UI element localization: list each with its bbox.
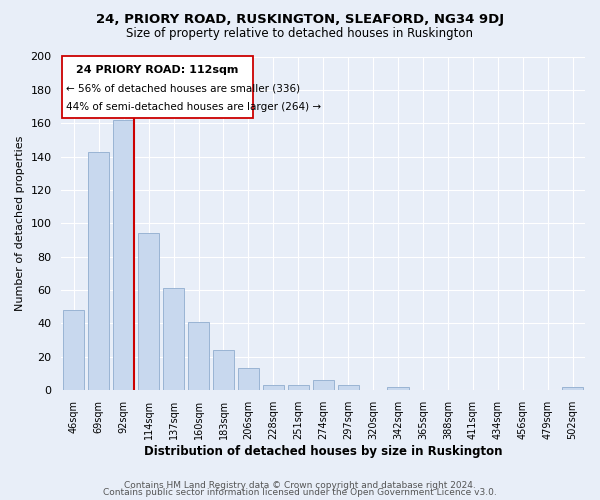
Text: Contains HM Land Registry data © Crown copyright and database right 2024.: Contains HM Land Registry data © Crown c… (124, 480, 476, 490)
Text: 44% of semi-detached houses are larger (264) →: 44% of semi-detached houses are larger (… (65, 102, 321, 112)
Bar (213, 350, 234, 390)
Bar (163, 288, 184, 390)
Text: Contains public sector information licensed under the Open Government Licence v3: Contains public sector information licen… (103, 488, 497, 497)
Bar (388, 386, 409, 390)
Bar (188, 322, 209, 390)
Text: ← 56% of detached houses are smaller (336): ← 56% of detached houses are smaller (33… (65, 83, 300, 93)
Text: 24, PRIORY ROAD, RUSKINGTON, SLEAFORD, NG34 9DJ: 24, PRIORY ROAD, RUSKINGTON, SLEAFORD, N… (96, 12, 504, 26)
Bar (238, 368, 259, 390)
Bar (113, 120, 134, 390)
Bar (313, 380, 334, 390)
Bar (562, 386, 583, 390)
Bar (62, 56, 253, 118)
Bar (138, 233, 159, 390)
Bar (287, 385, 309, 390)
Bar (338, 385, 359, 390)
Bar (263, 385, 284, 390)
Y-axis label: Number of detached properties: Number of detached properties (15, 136, 25, 311)
X-axis label: Distribution of detached houses by size in Ruskington: Distribution of detached houses by size … (144, 444, 502, 458)
Text: 24 PRIORY ROAD: 112sqm: 24 PRIORY ROAD: 112sqm (76, 65, 239, 75)
Bar (88, 152, 109, 390)
Text: Size of property relative to detached houses in Ruskington: Size of property relative to detached ho… (127, 28, 473, 40)
Bar (63, 310, 85, 390)
